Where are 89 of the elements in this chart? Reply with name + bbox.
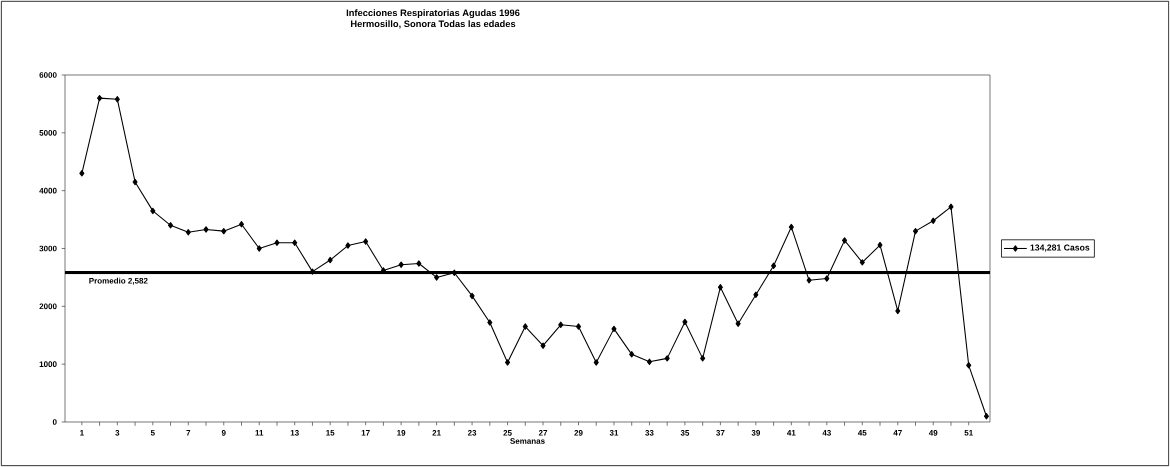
ref-line-label: Promedio 2,582 (89, 277, 148, 285)
x-tick-label: 7 (186, 430, 191, 436)
point (895, 307, 901, 315)
point (717, 284, 723, 291)
x-tick-label: 11 (255, 430, 264, 436)
x-tick-label: 27 (538, 430, 548, 436)
x-tick-label: 1 (80, 430, 84, 436)
point (79, 170, 85, 177)
point (309, 268, 315, 275)
x-tick-label: 21 (432, 430, 441, 436)
point (558, 321, 564, 329)
point (150, 207, 156, 215)
point (505, 359, 511, 366)
y-tick-label: 3000 (39, 245, 57, 252)
point (469, 292, 475, 300)
point (363, 238, 369, 245)
x-tick-label: 13 (290, 430, 299, 436)
legend-label: 134,281 Casos (1030, 244, 1090, 252)
point (930, 217, 936, 224)
point (274, 239, 280, 246)
x-tick-label: 17 (361, 430, 370, 436)
point (912, 227, 919, 235)
y-tick-label: 1000 (39, 361, 57, 367)
point (185, 229, 191, 236)
x-tick-label: 15 (326, 430, 335, 436)
point (948, 203, 954, 211)
chart-title: Infecciones Respiratorias Agudas 1996 (346, 9, 520, 19)
point (593, 359, 599, 366)
point (842, 237, 848, 244)
chart-subtitle: Hermosillo, Sonora Todas las edades (351, 20, 516, 29)
x-tick-label: 37 (716, 430, 725, 436)
x-tick-label: 45 (857, 430, 867, 436)
x-tick-label: 49 (928, 430, 938, 436)
point (983, 413, 989, 420)
x-tick-label: 31 (609, 430, 619, 436)
point (700, 355, 706, 362)
x-tick-label: 9 (221, 430, 226, 436)
x-tick-label: 47 (893, 430, 902, 436)
point (256, 245, 262, 252)
point (735, 320, 741, 327)
y-tick-label: 0 (52, 419, 57, 425)
x-tick-label: 51 (964, 430, 973, 436)
point (629, 351, 635, 358)
point (487, 319, 493, 326)
x-tick-label: 41 (787, 430, 796, 436)
point (646, 358, 652, 366)
point (97, 94, 103, 102)
point (664, 355, 670, 362)
y-tick-label: 4000 (39, 187, 57, 194)
y-tick-label: 5000 (39, 130, 57, 136)
point (416, 260, 422, 267)
point (540, 342, 546, 349)
x-tick-label: 43 (822, 430, 831, 436)
point (238, 220, 245, 228)
y-tick-label: 6000 (39, 72, 57, 78)
point (877, 241, 883, 249)
y-tick-label: 2000 (39, 303, 57, 310)
x-tick-label: 29 (574, 430, 583, 436)
point (203, 226, 209, 233)
point (451, 269, 457, 276)
point (168, 222, 174, 229)
point (345, 242, 351, 249)
point (788, 223, 794, 231)
point (327, 256, 333, 264)
point (522, 323, 528, 330)
point (824, 275, 830, 282)
x-tick-label: 3 (115, 430, 120, 436)
point (611, 325, 617, 333)
point (575, 323, 582, 330)
x-tick-label: 33 (645, 430, 654, 436)
point (292, 239, 298, 246)
point (398, 261, 404, 268)
point (859, 259, 865, 266)
x-tick-label: 35 (680, 430, 690, 436)
x-tick-label: 19 (397, 430, 406, 436)
x-axis-title: Semanas (510, 438, 545, 444)
point (806, 277, 812, 284)
point (132, 178, 138, 186)
point (966, 362, 972, 369)
point (114, 96, 120, 103)
point (753, 291, 759, 298)
point (682, 318, 688, 326)
point (221, 227, 227, 235)
x-tick-label: 5 (150, 430, 155, 436)
point (434, 274, 440, 281)
x-tick-label: 25 (503, 430, 512, 436)
point (771, 262, 777, 270)
x-tick-label: 23 (467, 430, 477, 436)
x-tick-label: 39 (751, 430, 761, 436)
